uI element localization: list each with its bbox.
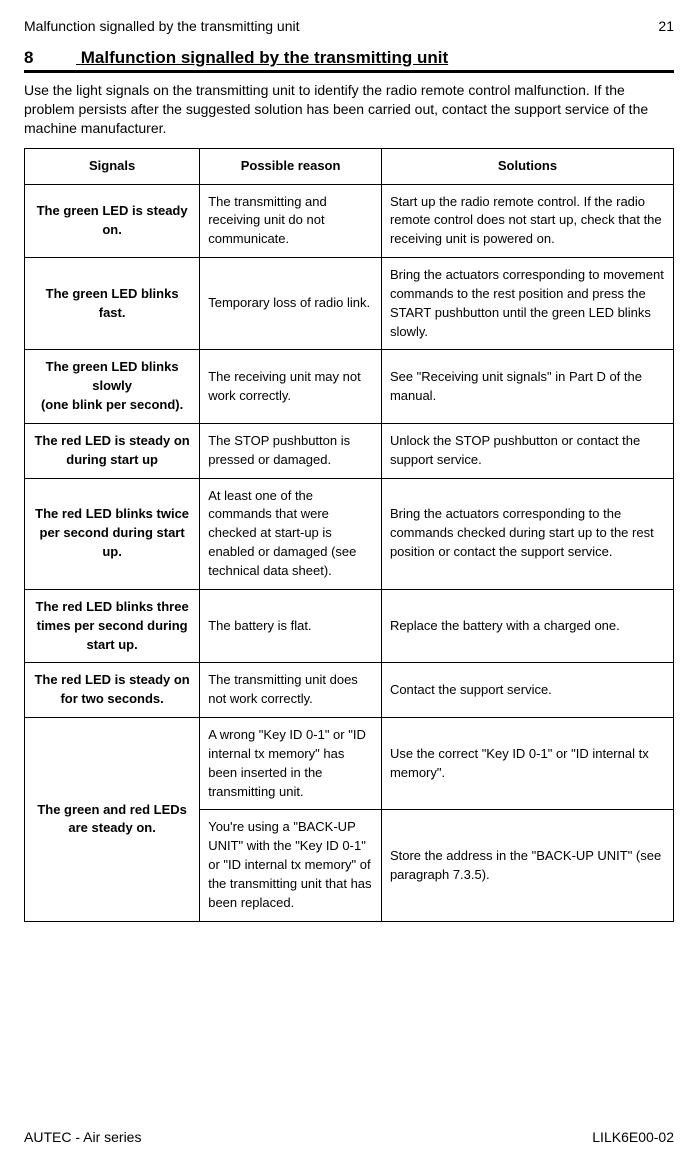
- cell-signal: The red LED blinks twice per second duri…: [25, 478, 200, 589]
- page: Malfunction signalled by the transmittin…: [0, 0, 698, 1163]
- running-header: Malfunction signalled by the transmittin…: [24, 18, 674, 34]
- section-heading: 8 Malfunction signalled by the transmitt…: [24, 48, 448, 70]
- cell-signal: The red LED is steady on for two seconds…: [25, 663, 200, 718]
- intro-paragraph: Use the light signals on the transmittin…: [24, 81, 674, 138]
- table-row: The green LED blinks fast. Temporary los…: [25, 258, 674, 350]
- cell-reason: You're using a "BACK-UP UNIT" with the "…: [200, 810, 382, 921]
- section-heading-wrap: 8 Malfunction signalled by the transmitt…: [24, 48, 674, 73]
- cell-reason: The transmitting unit does not work corr…: [200, 663, 382, 718]
- table-row: The green LED blinks slowly(one blink pe…: [25, 350, 674, 424]
- section-title: Malfunction signalled by the transmittin…: [81, 48, 448, 67]
- cell-signal: The green and red LEDs are steady on.: [25, 718, 200, 922]
- cell-solution: Bring the actuators corresponding to mov…: [381, 258, 673, 350]
- cell-reason: At least one of the commands that were c…: [200, 478, 382, 589]
- cell-signal: The green LED is steady on.: [25, 184, 200, 258]
- cell-solution: Unlock the STOP pushbutton or contact th…: [381, 423, 673, 478]
- page-number: 21: [658, 18, 674, 34]
- table-row: The red LED blinks three times per secon…: [25, 589, 674, 663]
- col-reason: Possible reason: [200, 148, 382, 184]
- cell-reason: Temporary loss of radio link.: [200, 258, 382, 350]
- table-row: The green LED is steady on. The transmit…: [25, 184, 674, 258]
- table-row: The green and red LEDs are steady on. A …: [25, 718, 674, 810]
- cell-solution: Replace the battery with a charged one.: [381, 589, 673, 663]
- cell-solution: See "Receiving unit signals" in Part D o…: [381, 350, 673, 424]
- table-row: The red LED is steady on during start up…: [25, 423, 674, 478]
- table-row: The red LED blinks twice per second duri…: [25, 478, 674, 589]
- cell-reason: The transmitting and receiving unit do n…: [200, 184, 382, 258]
- cell-solution: Bring the actuators corresponding to the…: [381, 478, 673, 589]
- cell-solution: Contact the support service.: [381, 663, 673, 718]
- cell-reason: The STOP pushbutton is pressed or damage…: [200, 423, 382, 478]
- page-footer: AUTEC - Air series LILK6E00-02: [24, 1129, 674, 1145]
- running-title: Malfunction signalled by the transmittin…: [24, 18, 299, 34]
- cell-reason: The battery is flat.: [200, 589, 382, 663]
- cell-solution: Use the correct "Key ID 0-1" or "ID inte…: [381, 718, 673, 810]
- footer-left: AUTEC - Air series: [24, 1129, 141, 1145]
- table-header-row: Signals Possible reason Solutions: [25, 148, 674, 184]
- col-solutions: Solutions: [381, 148, 673, 184]
- signals-table: Signals Possible reason Solutions The gr…: [24, 148, 674, 922]
- cell-solution: Start up the radio remote control. If th…: [381, 184, 673, 258]
- cell-reason: A wrong "Key ID 0-1" or "ID internal tx …: [200, 718, 382, 810]
- section-number: 8: [24, 48, 76, 68]
- table-row: The red LED is steady on for two seconds…: [25, 663, 674, 718]
- footer-right: LILK6E00-02: [592, 1129, 674, 1145]
- cell-signal: The red LED blinks three times per secon…: [25, 589, 200, 663]
- cell-signal: The red LED is steady on during start up: [25, 423, 200, 478]
- cell-solution: Store the address in the "BACK-UP UNIT" …: [381, 810, 673, 921]
- cell-signal: The green LED blinks slowly(one blink pe…: [25, 350, 200, 424]
- cell-reason: The receiving unit may not work correctl…: [200, 350, 382, 424]
- col-signals: Signals: [25, 148, 200, 184]
- cell-signal: The green LED blinks fast.: [25, 258, 200, 350]
